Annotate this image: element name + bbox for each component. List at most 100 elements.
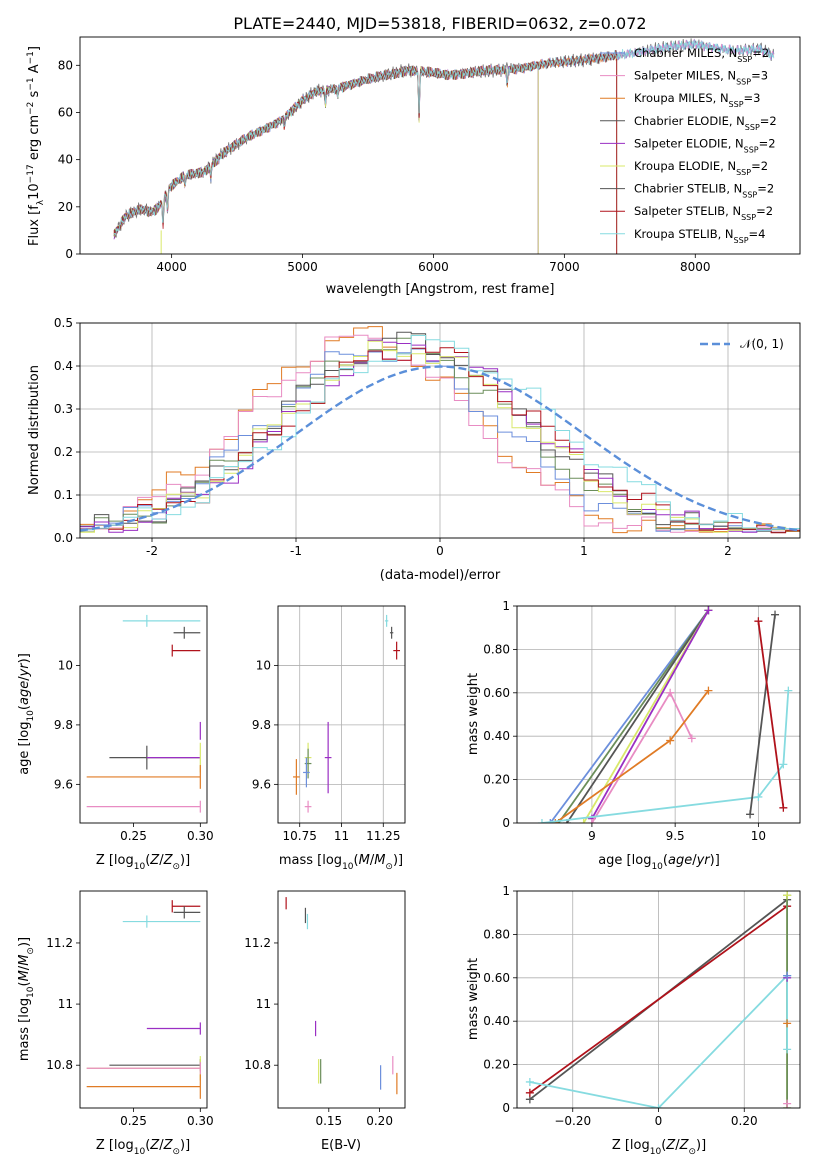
- x-axis-label: E(B-V): [321, 1138, 361, 1153]
- legend-name: Chabrier ELODIE, N: [634, 114, 745, 128]
- label-part: )]: [180, 1138, 190, 1153]
- x-tick-label: -2: [146, 544, 158, 558]
- y-axis-label: mass weight: [466, 958, 481, 1040]
- label-part: 10: [134, 1147, 146, 1157]
- y-tick-label: 11: [256, 997, 271, 1011]
- label-part: Z: [149, 1138, 160, 1153]
- x-tick-label: -1: [290, 544, 302, 558]
- axes-frame: [79, 322, 801, 539]
- label-part: Z [log: [612, 1138, 650, 1153]
- label-part: (: [661, 1138, 666, 1153]
- panel-residual-histogram: -2 -1 0 1 2 0.0 0.1 0.2 0.3 0.4 0.5 𝒩(0, 1) (data-mo…: [27, 316, 801, 583]
- label-part: Z: [163, 853, 174, 868]
- plot-area: [86, 900, 201, 1099]
- y-tick-label: 9.8: [54, 718, 73, 732]
- label-part: 10: [26, 710, 36, 722]
- normal-curve-line: [80, 365, 800, 532]
- legend-name: Salpeter ELODIE, N: [634, 136, 744, 150]
- label-part: M: [359, 853, 370, 868]
- y-tick-label: 0.40: [483, 1014, 510, 1028]
- weight-marker-5-1: [666, 688, 675, 697]
- legend-sub: SSP: [741, 213, 756, 222]
- x-tick-label: 8000: [680, 260, 711, 274]
- legend-n: =3: [744, 91, 761, 105]
- y-tick-label: 1: [502, 884, 510, 898]
- x-tick-label: 0.15: [315, 1114, 342, 1128]
- x-tick-label: 0: [655, 1114, 663, 1128]
- legend-label-4: Salpeter ELODIE, NSSP=2: [634, 136, 776, 154]
- label-part: )]: [393, 853, 403, 868]
- label-part: M: [17, 955, 32, 966]
- y-tick-label: 0: [502, 816, 510, 830]
- y-tick-label: 0.0: [54, 531, 73, 545]
- weight-marker-9-0: [754, 617, 763, 626]
- label-part: (: [17, 981, 32, 986]
- label-part: 10: [650, 1147, 662, 1157]
- weight-marker-0-0: [546, 819, 555, 823]
- axes-frame: [277, 890, 406, 1109]
- label-part: ⊙: [172, 862, 180, 872]
- y-tick-label: 0.4: [54, 359, 73, 373]
- y-tick-label: 0: [502, 1101, 510, 1115]
- label-part: (: [17, 705, 32, 710]
- legend-sub: SSP: [736, 168, 751, 177]
- label-part: /: [17, 676, 32, 681]
- x-tick-label: −0.20: [554, 1114, 591, 1128]
- x-tick-label: 0.30: [187, 1114, 214, 1128]
- weight-marker-5-0: [587, 819, 596, 823]
- weight-marker-7-3: [784, 686, 793, 695]
- legend-sub: SSP: [745, 122, 760, 131]
- x-tick-label: 0.25: [120, 829, 147, 843]
- weight-marker-8-0: [746, 810, 755, 819]
- axes-frame: [277, 605, 406, 824]
- y-axis-label: Flux [fλ10−17 erg cm−2 s−1 A−1]: [26, 46, 46, 246]
- legend-label-3: Chabrier ELODIE, NSSP=2: [634, 114, 777, 132]
- y-tick-label: 11.2: [244, 936, 271, 950]
- model-line-5: [113, 61, 539, 254]
- y-tick-label: 1: [502, 599, 510, 613]
- panel-spectrum: 4000 5000 6000 7000 8000 0 20 40 60 80 Chabrier MI…: [26, 36, 801, 297]
- legend-sub: SSP: [742, 190, 757, 199]
- x-axis-label: Z [log10(Z/Z⊙)]: [96, 853, 190, 872]
- legend-name: Kroupa ELODIE, N: [634, 159, 736, 173]
- weight-marker-2-0: [525, 1077, 534, 1086]
- label-part: )]: [17, 653, 32, 663]
- model-line-8: [113, 40, 775, 236]
- label-part: 10: [342, 862, 354, 872]
- y-tick-label: 20: [58, 200, 73, 214]
- y-tick-label: 10: [256, 658, 271, 672]
- histogram-8: [80, 335, 800, 532]
- plot-area: [537, 606, 793, 823]
- label-part: /: [17, 965, 32, 970]
- label-part: (: [354, 853, 359, 868]
- x-tick-label: 2: [724, 544, 732, 558]
- weight-marker-8-1: [771, 610, 780, 619]
- weight-marker-9-1: [779, 803, 788, 812]
- plot-area: [113, 38, 775, 254]
- x-tick-label: 4000: [156, 260, 187, 274]
- weight-marker-4-1: [704, 606, 713, 615]
- label-part: age: [17, 681, 32, 705]
- weight-line-2: [529, 974, 788, 1108]
- x-axis-label: Z [log10(Z/Z⊙)]: [612, 1138, 706, 1157]
- y-tick-label: 10.8: [46, 1058, 73, 1072]
- label-part: −17: [26, 164, 36, 183]
- weight-marker-6-2: [704, 686, 713, 695]
- z-marker-3: [783, 971, 792, 980]
- figure-title: PLATE=2440, MJD=53818, FIBERID=0632, z=0…: [233, 14, 646, 33]
- x-tick-label: 10: [751, 829, 766, 843]
- weight-marker-6-0: [551, 819, 560, 823]
- legend-n: =2: [757, 182, 774, 196]
- x-tick-label: 10.75: [283, 829, 317, 843]
- x-tick-label: 9: [588, 829, 596, 843]
- x-tick-label: 0.20: [366, 1114, 393, 1128]
- label-part: −2: [26, 102, 36, 115]
- y-tick-label: 0.1: [54, 488, 73, 502]
- legend-sub: SSP: [737, 55, 752, 64]
- legend-n: =2: [752, 46, 769, 60]
- label-part: ⊙: [26, 947, 36, 955]
- y-tick-label: 0.20: [483, 1058, 510, 1072]
